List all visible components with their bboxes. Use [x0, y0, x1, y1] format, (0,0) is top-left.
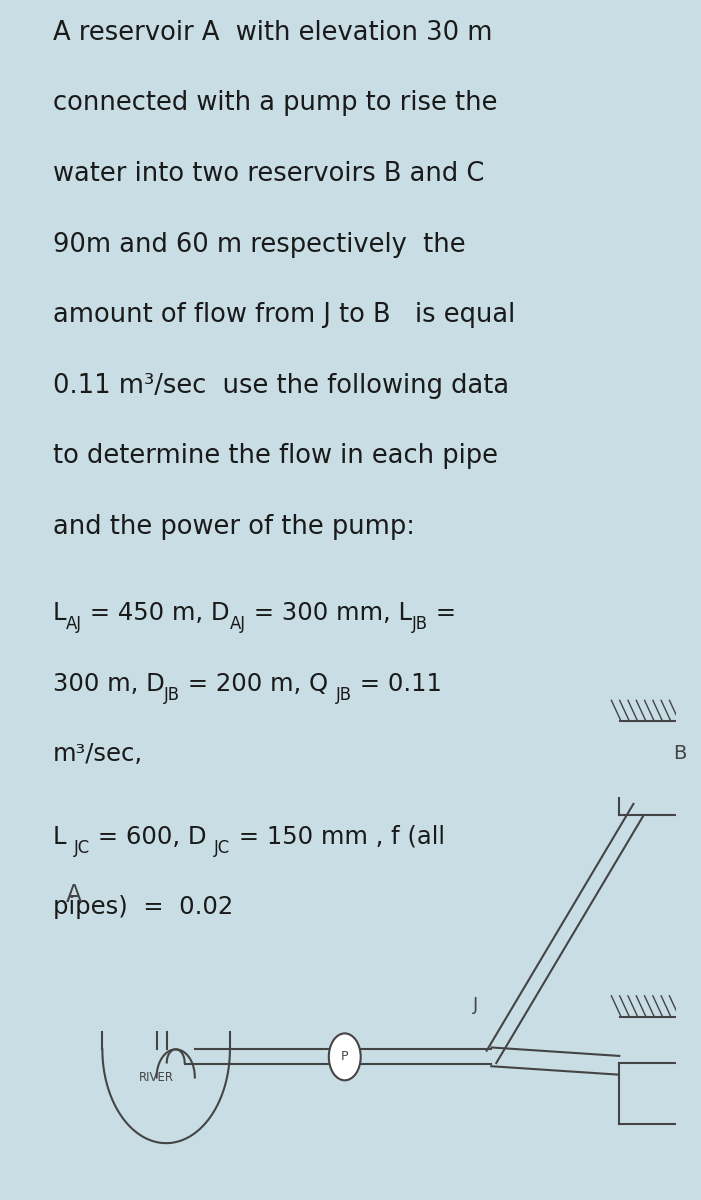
Text: water into two reservoirs B and C: water into two reservoirs B and C [53, 161, 484, 187]
Text: =: = [428, 601, 456, 625]
Text: m³/sec,: m³/sec, [53, 743, 143, 767]
Text: A: A [66, 882, 82, 906]
Text: and the power of the pump:: and the power of the pump: [53, 514, 414, 540]
Text: RIVER: RIVER [139, 1070, 174, 1084]
Text: P: P [341, 1050, 348, 1063]
Text: 0.11 m³/sec  use the following data: 0.11 m³/sec use the following data [53, 373, 509, 398]
Text: 90m and 60 m respectively  the: 90m and 60 m respectively the [53, 232, 465, 258]
Text: JB: JB [164, 686, 180, 704]
Text: JC: JC [215, 839, 231, 857]
Text: amount of flow from J to B   is equal: amount of flow from J to B is equal [53, 302, 515, 328]
Text: = 0.11: = 0.11 [352, 672, 442, 696]
Text: JC: JC [74, 839, 90, 857]
Text: JB: JB [336, 686, 352, 704]
Text: to determine the flow in each pipe: to determine the flow in each pipe [53, 444, 498, 469]
Text: connected with a pump to rise the: connected with a pump to rise the [53, 90, 497, 116]
Text: = 200 m, Q: = 200 m, Q [180, 672, 336, 696]
Text: AJ: AJ [66, 616, 82, 634]
Text: = 300 mm, L: = 300 mm, L [245, 601, 411, 625]
Circle shape [329, 1033, 361, 1080]
Text: AJ: AJ [229, 616, 245, 634]
Text: JB: JB [411, 616, 428, 634]
Text: = 450 m, D: = 450 m, D [82, 601, 229, 625]
Text: 300 m, D: 300 m, D [53, 672, 164, 696]
Text: L: L [53, 601, 66, 625]
Text: = 600, D: = 600, D [90, 824, 215, 848]
Text: L: L [53, 824, 74, 848]
Text: A reservoir A  with elevation 30 m: A reservoir A with elevation 30 m [53, 19, 492, 46]
Text: B: B [673, 744, 686, 763]
Text: J: J [473, 996, 478, 1014]
Text: pipes)  =  0.02: pipes) = 0.02 [53, 895, 233, 919]
Text: = 150 mm , f (all: = 150 mm , f (all [231, 824, 444, 848]
